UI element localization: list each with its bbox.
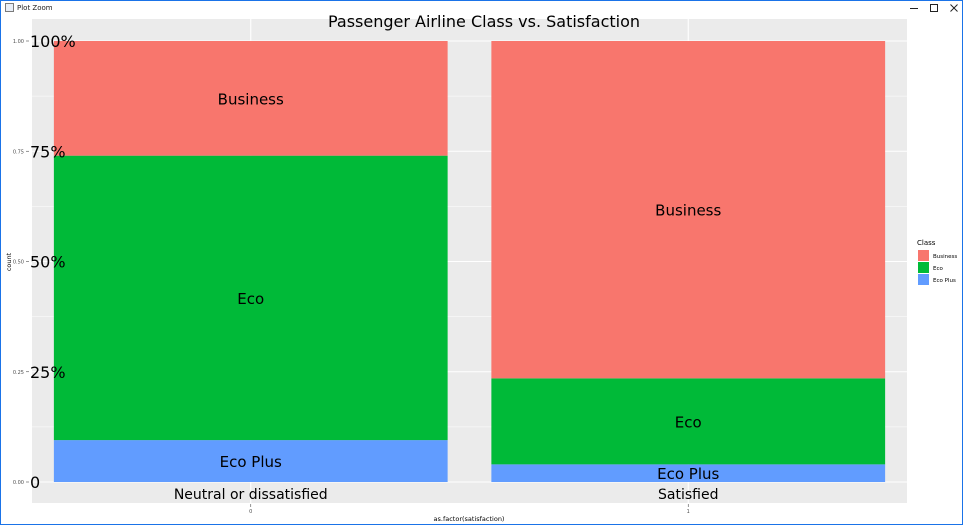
y-tick-label: 0.75 bbox=[13, 149, 24, 155]
legend-swatch bbox=[918, 274, 929, 285]
chart-title: Passenger Airline Class vs. Satisfaction bbox=[328, 12, 640, 31]
y-axis: 0.00 0 0.25 25% 0.50 50% 0.75 75% 1.00 100% bbox=[13, 32, 76, 492]
legend-swatch bbox=[918, 250, 929, 261]
bar-segment-eco bbox=[53, 155, 448, 441]
app-icon bbox=[5, 3, 14, 12]
y-tick-label: 1.00 bbox=[13, 39, 24, 45]
x-axis-title: as.factor(satisfaction) bbox=[434, 515, 505, 523]
x-tick-label: 0 bbox=[249, 509, 252, 515]
y-axis-title: count bbox=[5, 252, 13, 271]
y-percent-label: 25% bbox=[30, 363, 66, 382]
legend-label: Eco Plus bbox=[933, 278, 956, 284]
y-percent-label: 100% bbox=[30, 32, 76, 51]
close-icon bbox=[950, 4, 958, 12]
y-tick-label: 0.25 bbox=[13, 370, 24, 376]
legend-label: Eco bbox=[933, 266, 943, 272]
y-tick-label: 0.50 bbox=[13, 260, 24, 266]
segment-label: Business bbox=[655, 202, 721, 220]
segment-label: Eco bbox=[237, 290, 264, 308]
y-tick-label: 0.00 bbox=[13, 480, 24, 486]
bars bbox=[53, 41, 886, 482]
bar-segment-business bbox=[491, 41, 886, 379]
x-axis: Neutral or dissatisfied 0 Satisfied 1 bbox=[174, 487, 719, 515]
legend-label: Business bbox=[933, 254, 957, 260]
legend: Class Business Eco Eco Plus bbox=[917, 239, 957, 285]
close-button[interactable] bbox=[942, 1, 963, 15]
segment-label: Eco Plus bbox=[657, 465, 719, 483]
x-category-label: Neutral or dissatisfied bbox=[174, 487, 328, 503]
bar-segment-eco-plus bbox=[491, 464, 886, 482]
title-bar[interactable]: Plot Zoom bbox=[1, 1, 962, 15]
window-title: Plot Zoom bbox=[17, 4, 53, 12]
y-percent-label: 0 bbox=[30, 473, 40, 492]
segment-label: Business bbox=[218, 90, 284, 108]
maximize-icon bbox=[930, 4, 938, 12]
legend-swatch bbox=[918, 262, 929, 273]
x-tick-label: 1 bbox=[687, 509, 690, 515]
bar-segment-eco-plus bbox=[53, 440, 448, 482]
y-percent-label: 50% bbox=[30, 253, 66, 272]
segment-labels: Eco Plus Eco Business Eco Plus Eco Business bbox=[218, 90, 722, 483]
x-category-label: Satisfied bbox=[658, 487, 718, 503]
minimize-icon bbox=[910, 8, 918, 9]
minimize-button[interactable] bbox=[902, 1, 926, 15]
segment-label: Eco Plus bbox=[220, 453, 282, 471]
y-percent-label: 75% bbox=[30, 142, 66, 161]
maximize-button[interactable] bbox=[922, 1, 946, 15]
bar-segment-business bbox=[53, 41, 448, 156]
bar-segment-eco bbox=[491, 378, 886, 465]
legend-title: Class bbox=[917, 239, 936, 247]
segment-label: Eco bbox=[675, 413, 702, 431]
